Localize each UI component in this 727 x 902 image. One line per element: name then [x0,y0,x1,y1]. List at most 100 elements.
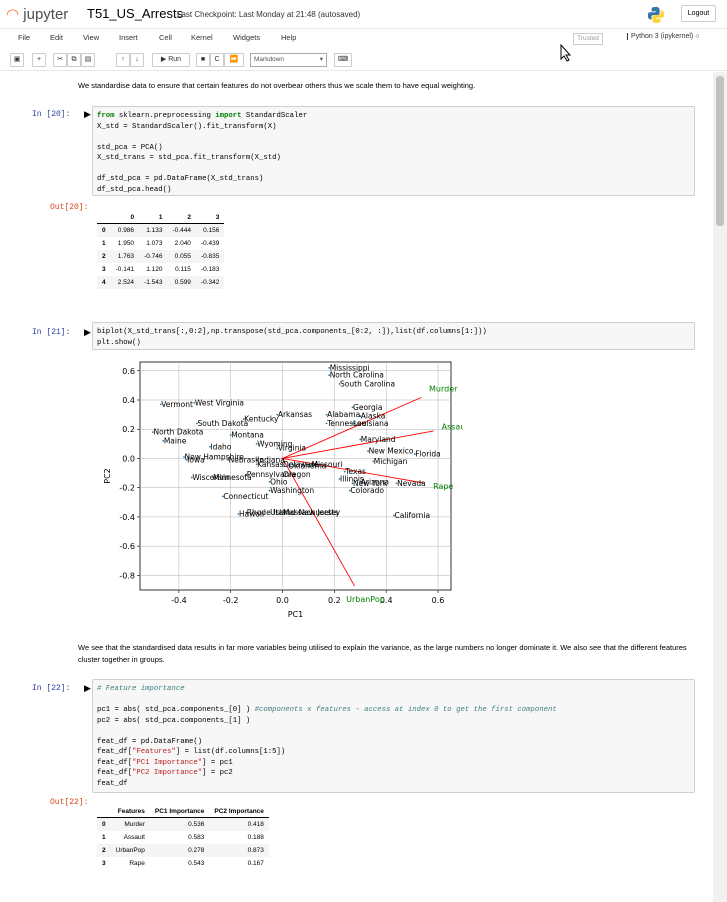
cell-type-select[interactable]: Markdown ▾ [250,53,327,67]
data-point [209,445,211,448]
point-label: Iowa [187,455,205,464]
data-point [245,473,248,476]
input-prompt-21: In [21]: [32,328,71,337]
menu-widgets[interactable]: Widgets [233,33,261,42]
table-cell: 1.133 [139,223,168,237]
x-tick-label: 0.0 [276,596,289,605]
menu-help[interactable]: Help [281,33,297,42]
table-cell: Murder [110,817,150,831]
markdown-cell-1[interactable]: We standardise data to ensure that certa… [78,81,476,90]
copy-icon[interactable]: ⧉ [67,53,81,67]
y-tick-label: 0.0 [122,454,135,463]
menu-kernel[interactable]: Kernel [191,33,213,42]
data-point [359,438,362,441]
point-label: Hawaii [239,510,264,519]
menubar: File Edit View Insert Cell Kernel Widget… [0,30,727,48]
data-point [351,482,354,485]
y-axis-label: PC2 [103,468,112,484]
point-label: California [394,511,430,520]
table-cell: -0.141 [115,266,135,273]
y-tick-label: 0.2 [122,425,135,434]
notebook-title[interactable]: T51_US_Arrests [87,6,184,21]
code-token: import [215,112,242,120]
cut-icon[interactable]: ✂ [53,53,67,67]
point-label: Minnesota [213,473,252,482]
x-tick-label: 0.2 [328,596,341,605]
data-point [413,453,416,455]
column-header: 0 [130,214,135,221]
point-label: Delaware [283,460,319,469]
kernel-name: Python 3 (ipykernel) [631,33,694,40]
move-down-icon[interactable]: ↓ [130,53,144,67]
code-cell-20[interactable]: from sklearn.preprocessing import Standa… [92,106,695,196]
run-cell-indicator-icon: ▶ [84,327,91,337]
markdown-cell-2[interactable]: We see that the standardised data result… [78,643,687,664]
menu-edit[interactable]: Edit [50,33,63,42]
code-cell-21[interactable]: biplot(X_std_trans[:,0:2],np.transpose(s… [92,322,695,350]
chevron-down-icon: ▾ [319,56,323,63]
data-point [395,482,398,485]
table-cell: -0.439 [200,240,220,247]
point-label: Oregon [283,470,311,479]
scrollbar-thumb[interactable] [716,76,724,226]
code-cell-22[interactable]: # Feature importance pc1 = abs( std_pca.… [92,679,695,793]
run-button[interactable]: ▶ Run [152,53,190,67]
point-label: Wisconsin [192,473,230,482]
add-cell-icon[interactable]: + [32,53,46,67]
table-cell: 0.583 [188,834,205,841]
paste-icon[interactable]: ▤ [81,53,95,67]
fast-forward-icon[interactable]: ⏩ [224,53,244,67]
y-tick-label: 0.6 [122,367,135,376]
table-cell: 1.950 [117,240,135,247]
dataframe-output-22: Features PC1 Importance PC2 Importance 0 Mur… [97,806,269,870]
jupyter-logo[interactable]: ◠ jupyter [6,5,68,23]
notebook-container: We standardise data to ensure that certa… [0,72,713,902]
scrollbar[interactable] [713,72,727,902]
table-cell: UrbanPop [110,844,150,857]
table-cell: 0.543 [188,860,205,867]
loading-arrow [282,458,355,587]
menu-insert[interactable]: Insert [119,33,138,42]
point-label: Vermont [161,400,193,409]
code-text-22: # Feature importance pc1 = abs( std_pca.… [97,684,557,789]
point-label: Rhode Island [247,508,296,517]
code-text-21: biplot(X_std_trans[:,0:2],np.transpose(s… [97,328,487,347]
keyboard-icon[interactable]: ⌨ [334,53,352,67]
menu-view[interactable]: View [83,33,100,42]
menu-cell[interactable]: Cell [159,33,172,42]
python-logo-icon [647,6,665,24]
table-cell: 2.040 [174,240,191,247]
table-cell: 0.167 [247,860,264,867]
table-cell: 0.278 [149,844,210,857]
y-tick-label: -0.4 [119,513,135,522]
point-label: New York [353,479,388,488]
point-label: Texas [344,467,366,476]
code-token: StandardScaler X_std = StandardScaler().… [97,112,308,194]
stop-icon[interactable]: ■ [196,53,210,67]
point-label: Mississippi [330,363,370,372]
table-cell: 0.986 [110,223,140,237]
logout-button[interactable]: Logout [681,5,716,22]
y-tick-label: -0.6 [119,542,135,551]
data-point [393,514,395,517]
save-icon[interactable]: ▣ [10,53,24,67]
point-label: Nevada [397,479,426,488]
data-point [193,402,196,404]
restart-icon[interactable]: C [210,53,224,67]
point-label: North Carolina [330,371,384,380]
move-up-icon[interactable]: ↑ [116,53,130,67]
point-label: Michigan [374,457,408,466]
jupyter-arc-icon: ◠ [6,6,20,23]
row-index: 3 [102,860,106,867]
loading-arrow [282,458,424,484]
point-label: South Dakota [198,419,249,428]
table-row: 2 1.763 -0.746 0.055 -0.835 [97,250,225,263]
point-label: Maryland [361,435,396,444]
code-token: pc1 = abs( std_pca.components_[0] ) [97,706,251,714]
point-label: Georgia [353,403,382,412]
menu-file[interactable]: File [18,33,31,42]
trusted-indicator[interactable]: Trusted [573,33,603,45]
run-cell-indicator-icon: ▶ [84,683,91,693]
point-label: Louisiana [353,419,388,428]
table-cell: 0.418 [209,817,269,831]
